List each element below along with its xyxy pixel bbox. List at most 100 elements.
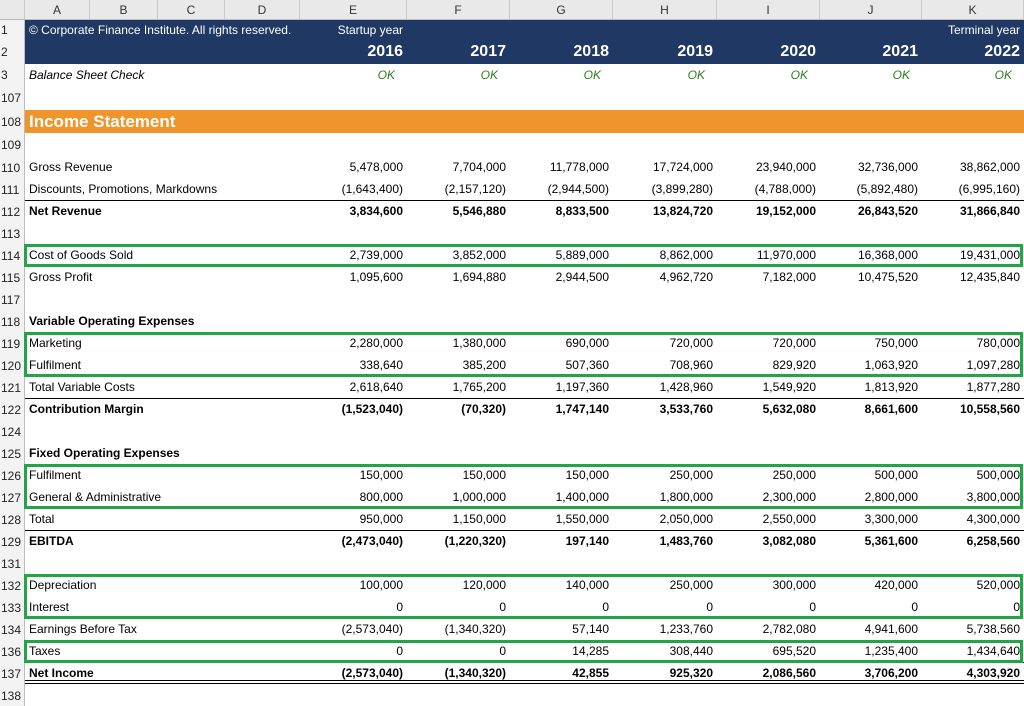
highlight-box — [24, 463, 1023, 509]
check-value: OK — [994, 68, 1012, 82]
row-label: Gross Profit — [29, 269, 93, 284]
cell-value: 2,739,000 — [349, 247, 403, 262]
cell-value: 2,782,080 — [762, 621, 816, 636]
cell-value: 150,000 — [462, 467, 506, 482]
cell-value: 7,704,000 — [452, 159, 506, 174]
row-number: 118 — [0, 309, 25, 332]
check-value: OK — [480, 68, 498, 82]
cell-value: 1,428,960 — [659, 379, 713, 394]
cell-value: 308,440 — [669, 643, 713, 658]
column-letter: E — [300, 0, 407, 20]
cell-value: 5,632,080 — [762, 401, 816, 416]
cell-value: 0 — [1013, 599, 1020, 614]
cell-value: (2,157,120) — [444, 181, 506, 196]
year: 2016 — [367, 43, 403, 60]
cell-value: 42,855 — [572, 665, 609, 680]
row-label: Discounts, Promotions, Markdowns — [29, 181, 218, 196]
cell-value: 3,300,000 — [864, 511, 918, 526]
cell-value: 6,258,560 — [966, 533, 1020, 548]
row-label: Net Revenue — [29, 203, 102, 218]
cell-value: 11,778,000 — [549, 159, 609, 174]
total-border — [25, 529, 1024, 531]
cell-value: 0 — [809, 599, 816, 614]
cell-value: 5,361,600 — [864, 533, 918, 548]
cell-value: 4,300,000 — [966, 511, 1020, 526]
cell-value: 31,866,840 — [959, 203, 1020, 218]
column-letter: F — [407, 0, 510, 20]
cell-value: (2,573,040) — [341, 621, 403, 636]
row-label: General & Administrative — [29, 489, 162, 504]
cell-value: 1,483,760 — [659, 533, 713, 548]
cell-value: 520,000 — [976, 577, 1020, 592]
column-letter: I — [717, 0, 820, 20]
cell-value: (1,523,040) — [341, 401, 403, 416]
highlight-box — [24, 639, 1023, 663]
cell-value: 300,000 — [772, 577, 816, 592]
year: 2020 — [780, 43, 816, 60]
cell-value: (1,340,320) — [444, 621, 506, 636]
cell-value: (1,340,320) — [444, 665, 506, 680]
column-letter: A — [25, 0, 90, 20]
cell-value: (5,892,480) — [856, 181, 918, 196]
row-number: 111 — [0, 177, 25, 200]
row-number: 131 — [0, 551, 25, 574]
row-number: 124 — [0, 419, 25, 442]
cell-value: 10,558,560 — [959, 401, 1020, 416]
corner — [0, 0, 25, 20]
year: 2018 — [573, 43, 609, 60]
cell-value: (6,995,160) — [958, 181, 1020, 196]
cell-value: 695,520 — [772, 643, 816, 658]
cell-value: 0 — [911, 599, 918, 614]
cell-value: 2,944,500 — [555, 269, 609, 284]
cell-value: 925,320 — [669, 665, 713, 680]
cell-value: 3,852,000 — [452, 247, 506, 262]
row-label: Fulfilment — [29, 357, 82, 372]
column-letter: C — [158, 0, 225, 20]
cell-value: 19,431,000 — [959, 247, 1020, 262]
cell-value: 2,050,000 — [659, 511, 713, 526]
cell-value: 57,140 — [572, 621, 609, 636]
banner — [25, 20, 1024, 64]
cell-value: 2,086,560 — [762, 665, 816, 680]
cell-value: 0 — [706, 599, 713, 614]
check-value: OK — [583, 68, 601, 82]
column-letter: D — [225, 0, 300, 20]
cell-value: 780,000 — [976, 335, 1020, 350]
highlight-box — [24, 331, 1023, 377]
cell-value: 4,941,600 — [864, 621, 918, 636]
row-number: 126 — [0, 463, 25, 486]
cell-value: 7,182,000 — [762, 269, 816, 284]
cell-value: 1,000,000 — [452, 489, 506, 504]
cell-value: 1,380,000 — [452, 335, 506, 350]
cell-value: 500,000 — [976, 467, 1020, 482]
cell-value: 1,097,280 — [966, 357, 1020, 372]
cell-value: 1,813,920 — [864, 379, 918, 394]
row-number: 114 — [0, 243, 25, 266]
row-number: 1 — [0, 20, 25, 40]
row-label: Total Variable Costs — [29, 379, 135, 394]
column-letter: G — [510, 0, 613, 20]
column-letter: B — [90, 0, 158, 20]
row-number: 125 — [0, 441, 25, 464]
cell-value: (1,643,400) — [341, 181, 403, 196]
row-number: 133 — [0, 595, 25, 618]
cell-value: 5,889,000 — [555, 247, 609, 262]
year: 2019 — [677, 43, 713, 60]
cell-value: 0 — [396, 599, 403, 614]
section-bar — [25, 110, 1024, 133]
row-label: Total — [29, 511, 55, 526]
cell-value: 1,063,920 — [864, 357, 918, 372]
cell-value: 3,706,200 — [864, 665, 918, 680]
cell-value: 1,765,200 — [452, 379, 506, 394]
cell-value: 0 — [396, 643, 403, 658]
cell-value: 1,434,640 — [966, 643, 1020, 658]
row-label: Fixed Operating Expenses — [29, 445, 180, 460]
row-number: 122 — [0, 397, 25, 420]
row-number: 113 — [0, 221, 25, 244]
cell-value: 1,550,000 — [555, 511, 609, 526]
row-number: 138 — [0, 683, 25, 706]
check-value: OK — [790, 68, 808, 82]
cell-value: (2,944,500) — [547, 181, 609, 196]
cell-value: (2,473,040) — [341, 533, 403, 548]
